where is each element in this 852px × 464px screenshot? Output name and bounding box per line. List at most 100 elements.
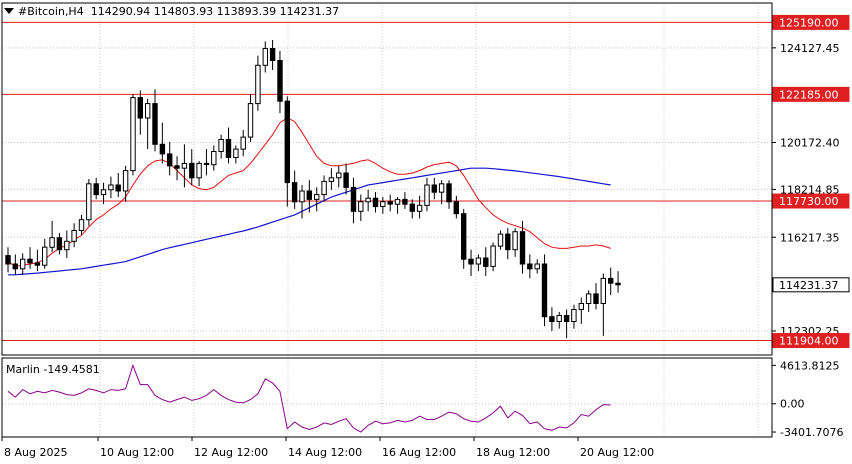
candle — [527, 254, 533, 279]
candle-body — [365, 197, 371, 203]
candle-body — [108, 184, 114, 191]
candle — [608, 267, 614, 296]
candle-body — [233, 148, 239, 159]
candle-body — [424, 184, 430, 206]
candle — [137, 90, 144, 135]
candle — [593, 283, 599, 310]
indicator-tick-label: 0.00 — [780, 398, 805, 411]
candle — [336, 165, 342, 188]
candle-body — [593, 293, 599, 304]
candle-body — [225, 139, 232, 158]
candle — [211, 145, 217, 171]
candle — [380, 196, 386, 214]
candle — [100, 182, 107, 205]
candle — [394, 196, 401, 214]
candle-body — [20, 258, 26, 270]
candle — [12, 254, 19, 275]
candle — [269, 39, 276, 71]
candle — [512, 228, 518, 257]
candle — [446, 180, 452, 209]
candle-body — [534, 263, 540, 270]
candle — [490, 242, 496, 272]
indicator-name: Marlin — [6, 363, 40, 376]
candle — [145, 98, 151, 150]
candle-body — [585, 293, 592, 304]
candle — [571, 304, 577, 329]
candle — [181, 144, 188, 188]
candle-body — [438, 183, 445, 193]
marlin-oscillator — [7, 363, 611, 433]
candle-body — [269, 48, 276, 61]
indicator-label: Marlin -149.4581 — [6, 363, 100, 376]
candle-body — [5, 255, 11, 265]
candle-body — [203, 162, 210, 166]
candle-body — [78, 219, 85, 231]
candle — [284, 96, 291, 207]
candles — [5, 39, 621, 339]
level-price-tag-box — [772, 193, 850, 209]
candle-body — [453, 201, 460, 215]
candle — [321, 175, 327, 202]
candle-body — [130, 97, 136, 172]
horizontal-levels[interactable] — [2, 21, 772, 342]
candle — [314, 187, 320, 212]
candle — [534, 259, 540, 274]
candle-body — [12, 263, 19, 270]
oscillator-line — [7, 363, 611, 433]
time-axis: 8 Aug 2025 10 Aug 12:00 12 Aug 12:00 14 Aug… — [1, 437, 654, 459]
indicator-tick-label: 4613.8125 — [780, 359, 840, 372]
candle-body — [189, 162, 195, 179]
price-tick-label: 118214.85 — [780, 183, 840, 196]
candle-body — [615, 282, 621, 286]
candle-body — [181, 162, 188, 169]
candle — [453, 195, 460, 219]
candle — [159, 122, 166, 164]
candle-body — [159, 143, 166, 155]
time-tick-label: 12 Aug 12:00 — [194, 446, 268, 459]
candle — [424, 177, 430, 212]
level-price-tag-box — [772, 86, 850, 102]
candle-body — [211, 151, 217, 166]
current-price-tag: 114231.37 — [779, 279, 839, 292]
candle-body — [343, 172, 349, 188]
candle — [189, 149, 195, 185]
time-tick-label: 14 Aug 12:00 — [288, 446, 362, 459]
collapse-triangle-icon[interactable] — [4, 8, 14, 14]
candle — [350, 177, 357, 224]
candle-body — [86, 183, 92, 221]
candle-body — [571, 309, 577, 322]
candle — [615, 271, 621, 293]
candle — [600, 273, 606, 336]
indicator-tick-label: -3401.7076 — [780, 426, 843, 439]
candle-body — [541, 263, 548, 318]
candle-body — [255, 64, 261, 105]
candle — [196, 161, 202, 187]
candle — [585, 290, 592, 312]
candle — [5, 247, 11, 273]
candle-body — [527, 263, 533, 270]
level-price-tag: 122185.00 — [779, 88, 839, 101]
candle — [306, 180, 313, 213]
candle-body — [115, 184, 121, 192]
candle-body — [42, 246, 48, 266]
candle-body — [64, 240, 70, 251]
candle — [578, 297, 584, 324]
candle — [130, 93, 136, 176]
candle — [461, 208, 467, 269]
candle-body — [152, 103, 158, 145]
candle — [328, 168, 335, 190]
candle-body — [578, 303, 584, 310]
price-tick-label: 124127.45 — [780, 42, 840, 55]
candle — [108, 176, 114, 199]
candle-body — [321, 180, 327, 196]
candle — [42, 238, 48, 269]
price-tick-label: 120172.40 — [780, 137, 840, 150]
level-price-tag: 117730.00 — [779, 195, 839, 208]
level-price-tag: 111904.00 — [779, 335, 839, 348]
time-tick-label: 10 Aug 12:00 — [100, 446, 174, 459]
candle — [203, 149, 210, 176]
candle — [402, 192, 408, 209]
candle — [519, 220, 526, 274]
candle-body — [416, 204, 423, 212]
